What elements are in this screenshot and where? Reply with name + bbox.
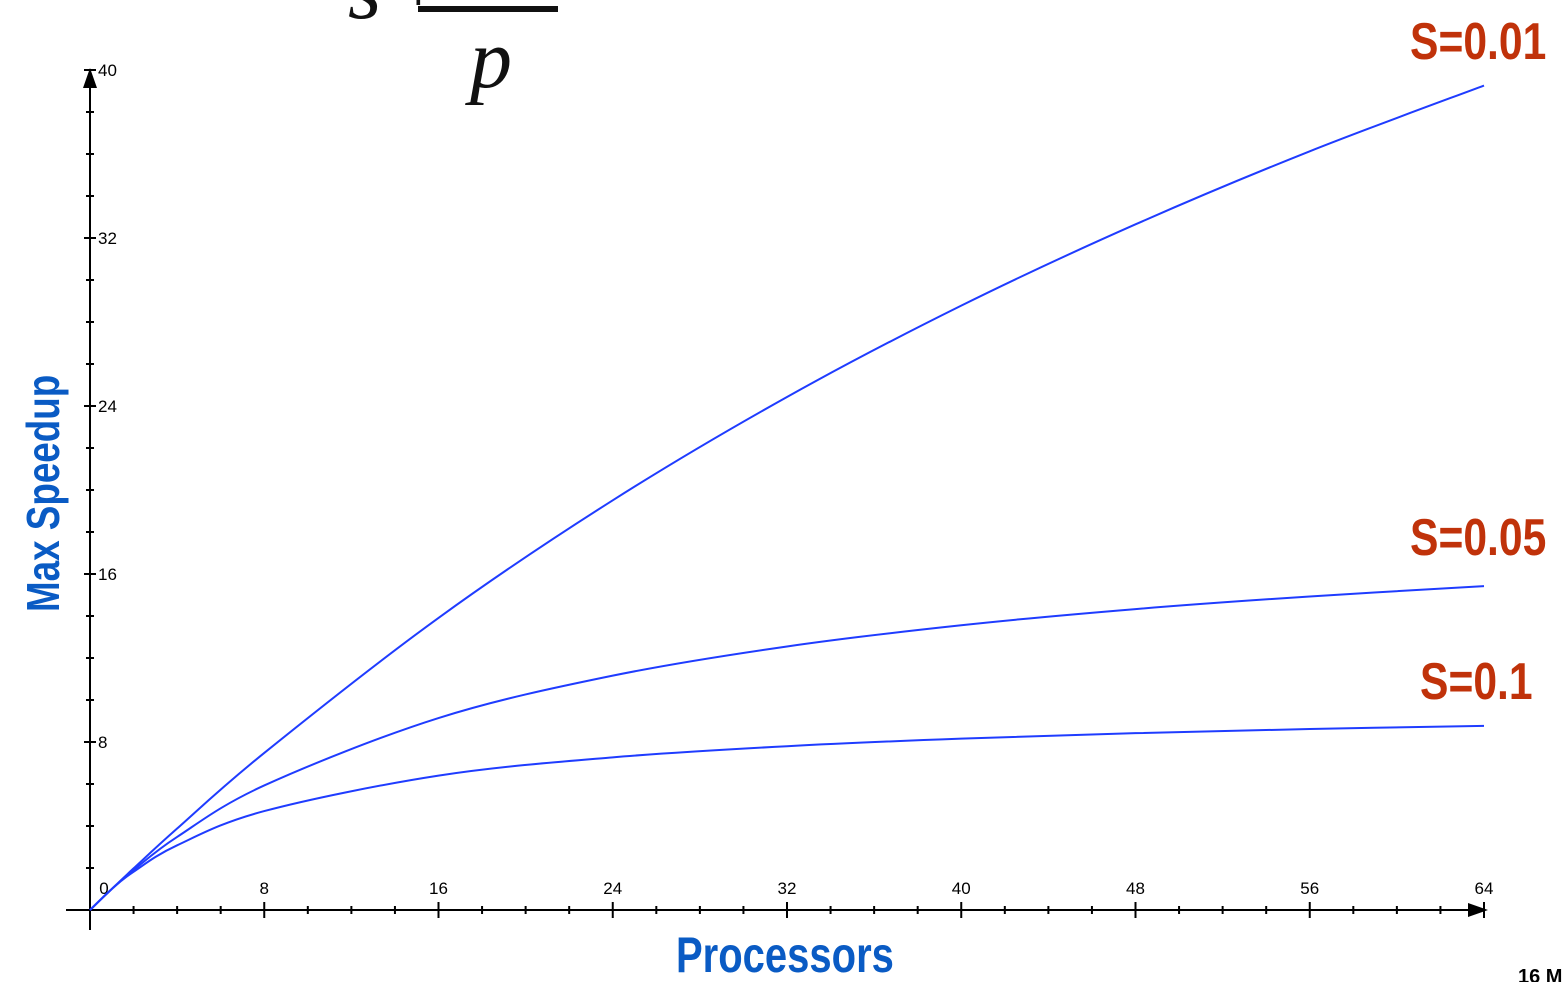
x-tick-label: 24 — [603, 879, 622, 898]
y-axis-arrow — [83, 68, 97, 88]
axes: 0 8 16 24 32 40 48 56 64 8 16 24 32 40 — [66, 61, 1493, 930]
series-line-1 — [89, 585, 1485, 911]
x-tick-label: 56 — [1300, 879, 1319, 898]
x-tick-label: 48 — [1126, 879, 1145, 898]
formula-p: p — [470, 13, 512, 106]
y-tick-label: 24 — [98, 397, 117, 416]
formula-fraction-bar — [418, 6, 558, 12]
x-tick-label: 0 — [99, 879, 108, 898]
y-tick-label: 40 — [98, 61, 117, 80]
y-tick-label: 16 — [98, 565, 117, 584]
curves — [89, 84, 1485, 911]
x-tick-label: 32 — [778, 879, 797, 898]
formula-s: s — [348, 0, 381, 32]
formula-plus: + — [398, 0, 439, 24]
x-axis-arrow — [1468, 903, 1488, 917]
series-line-2 — [89, 724, 1485, 911]
series-label-s005: S=0.05 — [1410, 509, 1547, 567]
y-tick-label: 32 — [98, 229, 117, 248]
y-axis-label: Max Speedup — [17, 374, 69, 612]
x-tick-label: 16 — [429, 879, 448, 898]
x-axis-label: Processors — [676, 927, 894, 982]
series-line-0 — [89, 84, 1485, 911]
footer-fragment: 16 M — [1518, 966, 1563, 982]
x-tick-label: 64 — [1475, 879, 1494, 898]
x-tick-label: 8 — [260, 879, 269, 898]
series-label-s001: S=0.01 — [1410, 13, 1547, 71]
y-tick-label: 8 — [98, 733, 107, 752]
series-label-s01: S=0.1 — [1420, 653, 1533, 711]
x-tick-label: 40 — [952, 879, 971, 898]
